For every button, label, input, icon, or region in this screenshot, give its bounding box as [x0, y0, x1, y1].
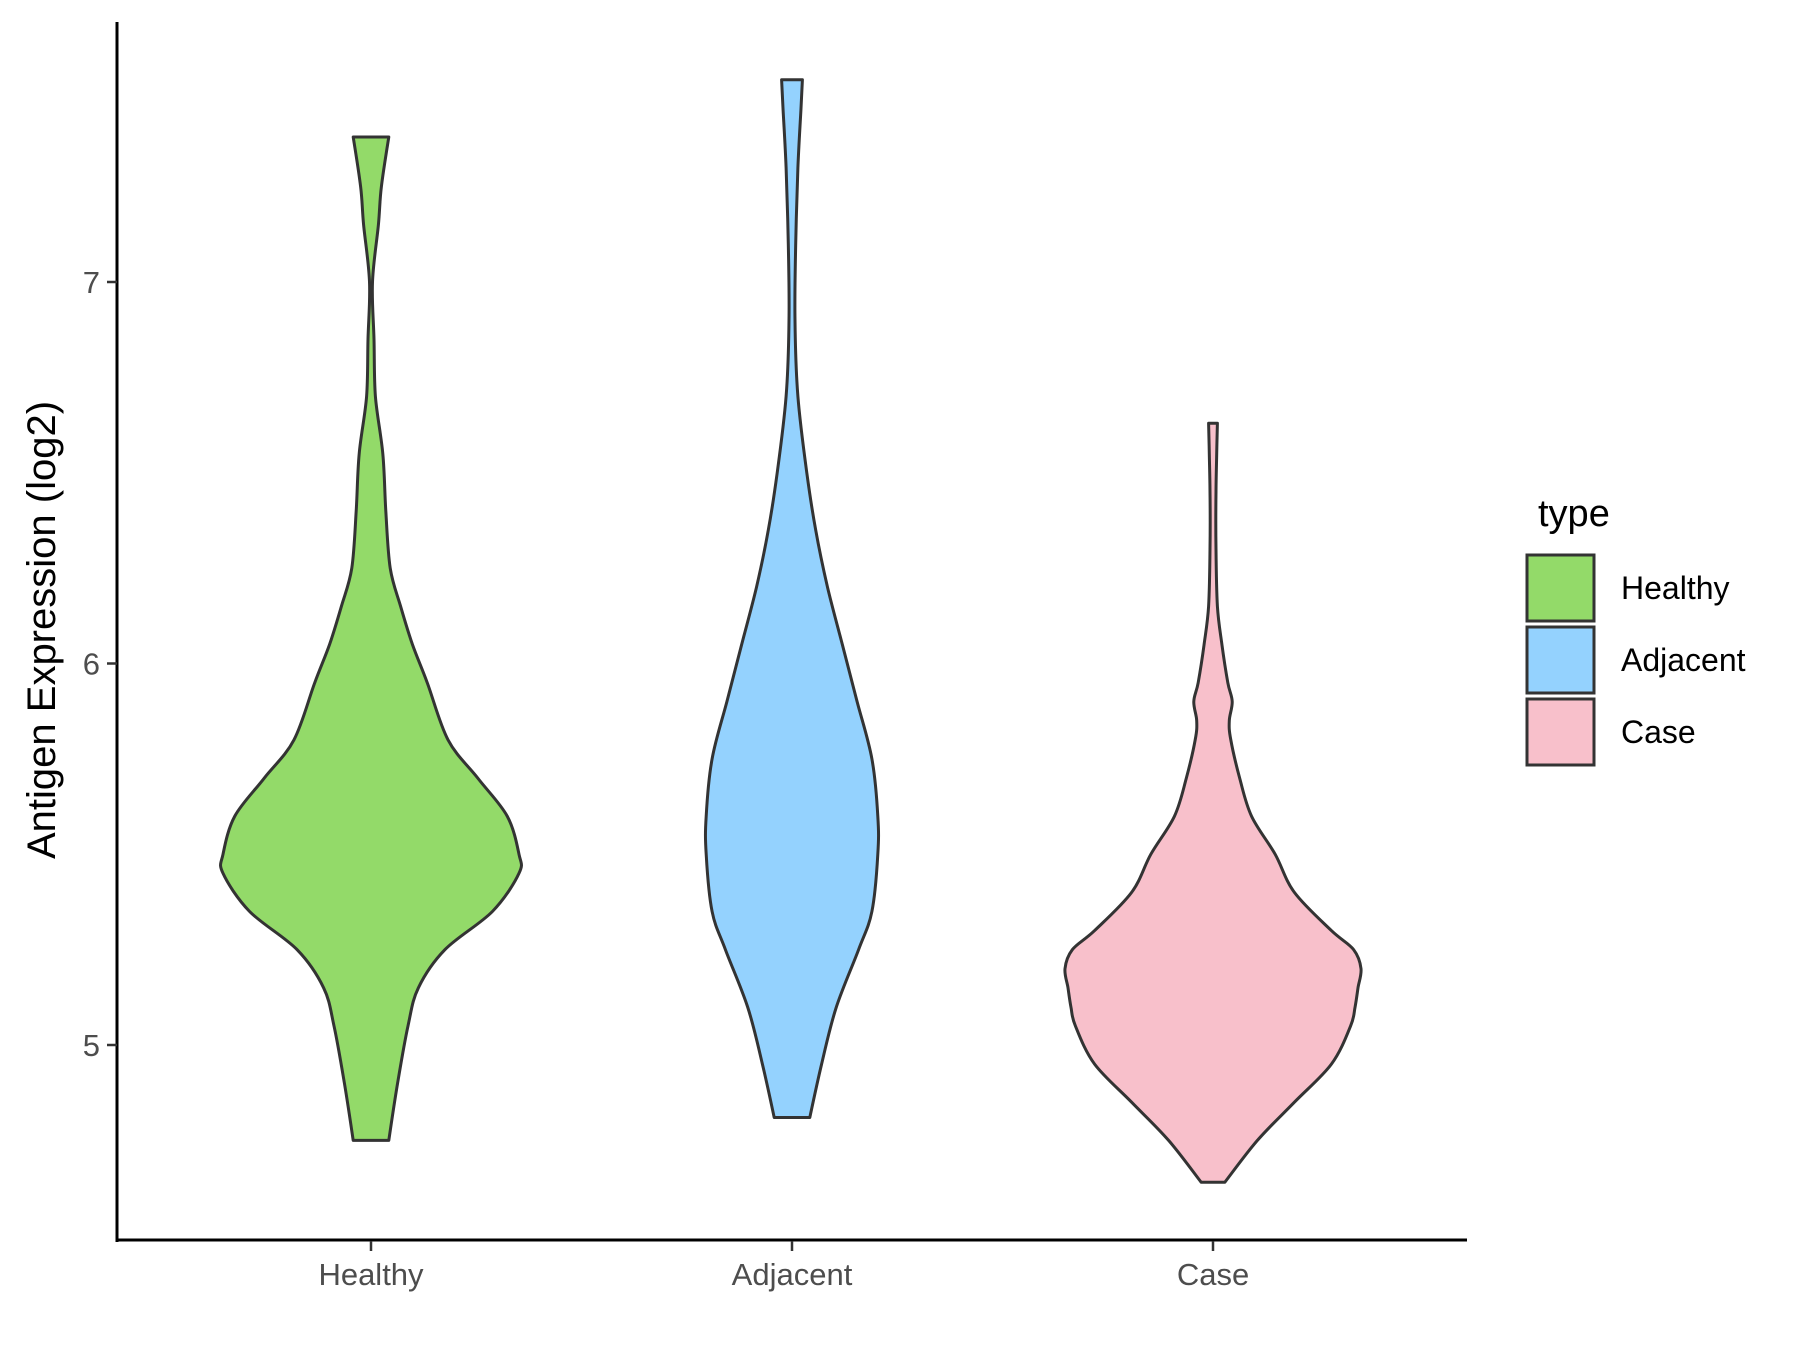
- x-tick-label: Case: [1177, 1257, 1249, 1292]
- violin-healthy: [219, 135, 523, 1142]
- legend-label-case: Case: [1621, 714, 1696, 750]
- x-axis-ticks: Healthy Adjacent Case: [318, 1241, 1249, 1292]
- y-axis-title: Antigen Expression (log2): [20, 401, 64, 859]
- x-tick-label: Adjacent: [732, 1257, 853, 1292]
- y-tick-label: 5: [83, 1028, 100, 1063]
- legend-label-healthy: Healthy: [1621, 570, 1730, 606]
- legend-key-healthy: [1525, 553, 1596, 623]
- legend-label-adjacent: Adjacent: [1621, 642, 1746, 678]
- legend-key-case: [1525, 697, 1596, 767]
- violin-case: [1063, 421, 1363, 1184]
- y-axis-ticks: 5 6 7: [83, 265, 117, 1063]
- violins-layer: [219, 78, 1363, 1184]
- legend-title: type: [1538, 493, 1610, 535]
- y-tick-label: 6: [83, 647, 100, 682]
- legend-entries: Healthy Adjacent Case: [1525, 553, 1746, 767]
- legend: type Healthy Adjacent Case: [1525, 493, 1746, 767]
- x-tick-label: Healthy: [318, 1257, 424, 1292]
- legend-key-adjacent: [1525, 625, 1596, 695]
- violin-adjacent: [703, 78, 881, 1119]
- y-tick-label: 7: [83, 265, 100, 300]
